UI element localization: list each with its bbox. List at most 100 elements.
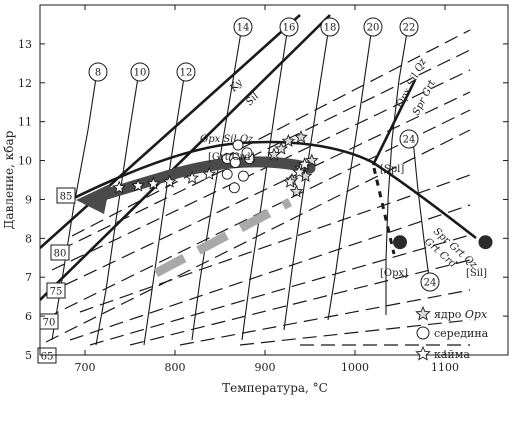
legend-star-filled — [415, 305, 431, 321]
invariant-point — [478, 235, 493, 250]
y-tick-label: 10 — [18, 155, 32, 168]
data-point-star-rim — [185, 170, 199, 184]
label-opx-invariant: [Opx] — [380, 268, 408, 279]
isopleth-box-label: 65 — [41, 352, 54, 363]
y-tick-label: 12 — [18, 77, 32, 90]
dashed-isopleth — [45, 129, 471, 343]
data-point-star-core — [267, 147, 281, 161]
isopleth-box-label: 80 — [54, 249, 67, 260]
y-tick-label: 9 — [25, 193, 32, 206]
isopleth-circle — [420, 272, 440, 292]
data-point-star-rim — [112, 180, 127, 194]
isopleth-curve — [191, 19, 244, 341]
legend-rim-label: кайма — [434, 348, 470, 361]
isopleth-curve — [283, 19, 331, 331]
isopleth-circle-label: 14 — [237, 23, 250, 34]
isopleth-box — [46, 282, 66, 299]
isopleth-curve — [327, 19, 374, 321]
isopleth-circle-label: 20 — [367, 23, 380, 34]
reaction-line-right — [371, 79, 417, 166]
legend-mid-icon — [416, 326, 430, 340]
dashed-isopleth — [239, 319, 471, 346]
label-ky: Ky — [227, 77, 244, 95]
legend-core-icon — [415, 305, 431, 321]
data-point-star-rim — [146, 176, 161, 190]
x-tick-label: 700 — [75, 361, 96, 374]
axis-ticks: 700 800 900 1000 1100 5 6 7 8 9 10 11 12 13 — [18, 5, 508, 374]
dashed-isopleth — [89, 234, 471, 346]
dashed-isopleth — [59, 49, 471, 251]
gray-dashed-path — [153, 198, 293, 277]
data-point-star-core — [289, 184, 304, 198]
data-point-circle — [221, 168, 233, 180]
data-point-star-rim — [162, 174, 177, 188]
data-point-star-rim — [202, 167, 217, 180]
isopleth-circle — [130, 62, 150, 82]
y-tick-label: 5 — [25, 349, 32, 362]
dashed-isopleth — [69, 204, 471, 341]
y-tick-label: 7 — [25, 271, 32, 284]
invariant-point — [393, 235, 407, 250]
data-point-star-core — [281, 133, 296, 147]
pt-path-arrowhead — [76, 184, 110, 214]
legend-circle — [416, 326, 430, 340]
data-point-star-rim — [131, 178, 145, 192]
isopleth-curve — [241, 19, 290, 341]
reaction-curves — [40, 14, 493, 301]
data-point-star-rim — [297, 157, 312, 171]
isopleth-circle-label: 18 — [324, 23, 337, 34]
y-axis-title: Давление, кбар — [2, 130, 16, 229]
isopleth-circle — [399, 129, 419, 149]
isopleth-box-label: 75 — [50, 287, 63, 298]
data-point-star-rim — [292, 165, 306, 179]
label-opx-sil-qz: Opx Sil Qz — [200, 134, 254, 145]
x-tick-label: 900 — [255, 361, 276, 374]
isopleth-circle-label: 24 — [424, 278, 437, 289]
isopleth-curve — [95, 64, 141, 346]
isopleth-labels: 8 10 12 14 16 18 20 22 24 24 85 80 75 70 65 — [37, 17, 440, 364]
isopleth-circle — [88, 62, 108, 82]
data-point-circle — [237, 170, 249, 182]
isopleth-circle — [363, 17, 383, 37]
isopleth-box-label: 85 — [60, 192, 73, 203]
legend-mid-label: середина — [434, 327, 489, 340]
isopleth-circle-label: 16 — [283, 23, 296, 34]
isopleth-curve — [411, 129, 431, 286]
isopleth-circle-label: 8 — [95, 68, 101, 79]
legend: ядро Opx середина кайма — [415, 305, 489, 361]
label-spl: [Spl] — [380, 164, 404, 175]
isopleth-circle-label: 10 — [134, 68, 147, 79]
isopleth-box-label: 70 — [43, 318, 56, 329]
isopleth-circle — [233, 17, 253, 37]
data-point-circle — [241, 147, 253, 159]
x-axis-title: Температура, °C — [222, 381, 328, 395]
data-points — [112, 130, 319, 198]
isopleth-circle — [320, 17, 340, 37]
y-tick-label: 13 — [18, 38, 32, 51]
data-point-star-rim — [283, 174, 298, 188]
data-point-circle — [228, 182, 240, 194]
legend-rim-icon — [415, 345, 431, 361]
legend-star-open — [415, 345, 431, 361]
label-sil: Sil — [244, 91, 261, 108]
isopleth-circle — [176, 62, 196, 82]
data-point-star-core — [274, 141, 289, 155]
axes — [39, 4, 509, 356]
dashed-isopleth — [179, 289, 471, 346]
plot-frame — [39, 4, 509, 356]
reaction-line-dotted — [372, 167, 396, 255]
isopleth-box — [50, 244, 70, 261]
isopleth-circle-label: 12 — [180, 68, 193, 79]
isopleth-circle — [279, 17, 299, 37]
y-tick-label: 6 — [25, 310, 32, 323]
legend-core-label: ядро Opx — [434, 308, 488, 321]
dashed-isopleth — [79, 174, 471, 313]
isopleth-curve — [143, 64, 187, 346]
dashed-isopleth — [129, 259, 471, 346]
data-point-circle — [229, 157, 241, 168]
isopleth-circle — [399, 17, 419, 37]
label-grt-crd-top: [Grt Crd] — [208, 152, 255, 163]
ky-sil-line-lower — [40, 14, 331, 301]
